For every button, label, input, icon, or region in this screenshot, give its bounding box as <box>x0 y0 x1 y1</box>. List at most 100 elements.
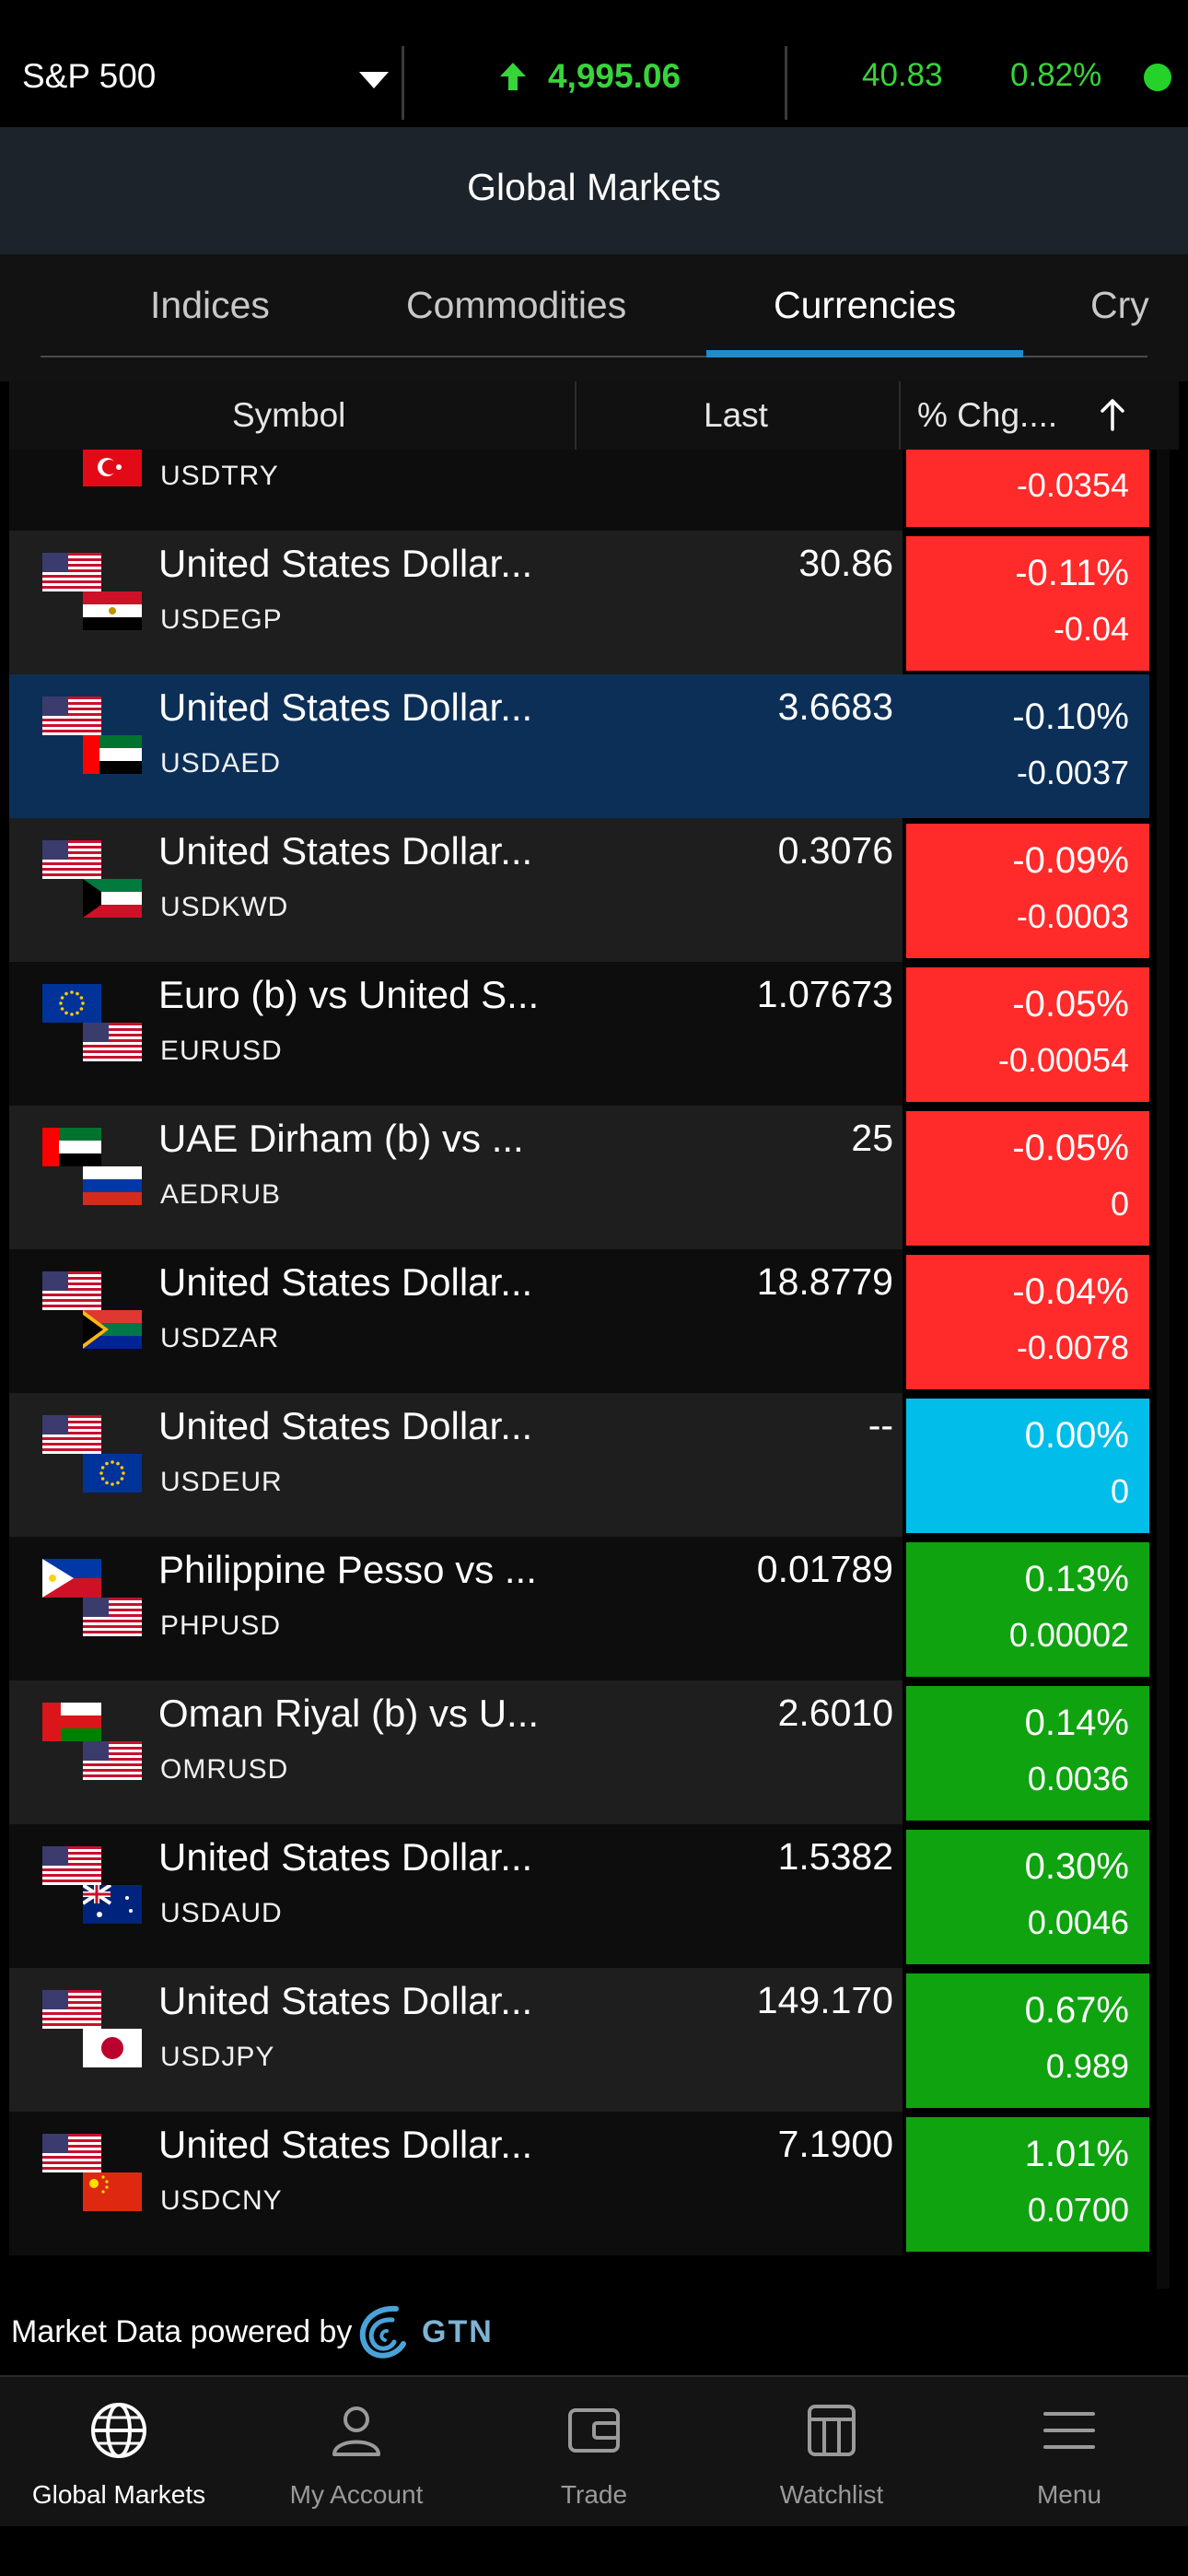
pair-name: United States Dollar... <box>158 1260 533 1304</box>
percent-change: 0.14% <box>1024 1703 1129 1743</box>
last-price: 30.86 <box>798 542 893 584</box>
pair-name: Oman Riyal (b) vs U... <box>158 1692 540 1735</box>
market-status-dot <box>1144 64 1171 91</box>
tab-crypto[interactable]: Cry <box>1090 284 1149 326</box>
pair-name: Euro (b) vs United S... <box>158 973 540 1016</box>
last-price: 18.8779 <box>756 1260 893 1303</box>
ae-flag-icon <box>42 1128 101 1166</box>
row-background <box>9 1393 903 1537</box>
nav-watchlist[interactable]: Watchlist <box>713 2377 950 2528</box>
table-row[interactable]: Philippine Pesso vs ... PHPUSD 0.01789 0.13… <box>9 1537 1149 1680</box>
pair-name: Philippine Pesso vs ... <box>158 1548 537 1591</box>
wallet-icon <box>568 2408 620 2453</box>
percent-change: -0.12% <box>1012 450 1129 451</box>
percent-change: 0.30% <box>1024 1846 1129 1887</box>
tabs-baseline <box>41 356 1147 357</box>
absolute-change: 0.0046 <box>1027 1903 1129 1941</box>
column-symbol[interactable]: Symbol <box>232 396 346 434</box>
percent-change: -0.05% <box>1012 1128 1129 1168</box>
tab-commodities[interactable]: Commodities <box>406 284 627 326</box>
us-flag-icon <box>42 1846 101 1885</box>
ae-flag-icon <box>83 735 142 774</box>
change-cell <box>906 1973 1149 2108</box>
pair-name: United States Dollar... <box>158 1404 533 1447</box>
table-row[interactable]: UAE Dirham (b) vs ... AEDRUB 25 -0.05% 0 <box>9 1106 1149 1249</box>
last-price: 1.07673 <box>756 973 893 1015</box>
percent-change: 0.67% <box>1024 1990 1129 2031</box>
us-flag-icon <box>83 1023 142 1061</box>
table-row[interactable]: United States Dollar... USDZAR 18.8779 -0.0… <box>9 1249 1149 1393</box>
bottom-navigation: Global Markets My Account Trade Watchlis… <box>0 2375 1188 2528</box>
row-background <box>9 1249 903 1393</box>
change-cell <box>906 2117 1149 2252</box>
pair-name: United States Dollar... <box>158 2123 533 2166</box>
tab-indices[interactable]: Indices <box>150 284 270 326</box>
last-price: 25 <box>851 1117 893 1159</box>
percent-change: -0.09% <box>1012 840 1129 881</box>
percent-change: -0.04% <box>1012 1271 1129 1312</box>
absolute-change: 0.989 <box>1045 2047 1129 2085</box>
row-background <box>9 1824 903 1968</box>
last-price: 0.3076 <box>777 829 893 872</box>
pair-symbol: USDEUR <box>160 1467 283 1497</box>
last-price: 3.6683 <box>777 685 893 728</box>
nav-global-markets[interactable]: Global Markets <box>0 2377 238 2528</box>
watchlist-icon <box>808 2405 856 2456</box>
nav-label: Global Markets <box>31 2480 206 2509</box>
nav-trade[interactable]: Trade <box>475 2377 713 2528</box>
absolute-change: 0 <box>1110 1185 1129 1223</box>
list-scrollbar[interactable] <box>1157 450 1170 2292</box>
column-chg[interactable]: % Chg.... <box>917 396 1058 434</box>
index-ticker[interactable]: S&P 500 4,995.06 40.83 0.82% <box>0 0 1188 127</box>
pair-name: United States Dollar... <box>158 1835 533 1879</box>
row-background <box>9 1537 903 1680</box>
system-gesture-area <box>0 2526 1188 2576</box>
ticker-divider <box>402 46 404 120</box>
table-row[interactable]: United States Dollar... USDEUR -- 0.00% 0 <box>9 1393 1149 1537</box>
us-flag-icon <box>42 1415 101 1454</box>
pair-name: United States Dollar... <box>158 829 533 872</box>
table-row[interactable]: Oman Riyal (b) vs U... OMRUSD 2.6010 0.14% 0… <box>9 1680 1149 1824</box>
change-cell <box>906 1255 1149 1389</box>
kw-flag-icon <box>83 879 142 918</box>
index-dropdown-icon[interactable] <box>359 72 389 88</box>
ph-flag-icon <box>42 1559 101 1598</box>
us-flag-icon <box>42 553 101 591</box>
pair-name: United States Dollar... <box>158 1979 533 2022</box>
table-row[interactable]: United States Dollar... USDEGP 30.86 -0.11%… <box>9 531 1149 674</box>
table-row[interactable]: United States Dollar...USDTRY-0.12%-0.03… <box>9 450 1149 531</box>
table-row[interactable]: United States Dollar... USDAED 3.6683 -0.10… <box>9 674 1149 818</box>
eu-flag-icon <box>83 1454 142 1493</box>
index-name: S&P 500 <box>22 57 157 95</box>
row-background <box>9 531 903 674</box>
table-row[interactable]: United States Dollar... USDJPY 149.170 0.67… <box>9 1968 1149 2112</box>
pair-symbol: USDAED <box>160 748 282 779</box>
au-flag-icon <box>83 1885 142 1924</box>
change-cell <box>906 1399 1149 1533</box>
jp-flag-icon <box>83 2029 142 2067</box>
gtn-logo-icon <box>359 2305 406 2359</box>
tab-currencies[interactable]: Currencies <box>774 284 957 326</box>
table-row[interactable]: Euro (b) vs United S... EURUSD 1.07673 -0.0… <box>9 962 1149 1106</box>
us-flag-icon <box>42 697 101 735</box>
percent-change: -0.10% <box>1012 697 1129 737</box>
row-background <box>9 1680 903 1824</box>
table-row[interactable]: United States Dollar... USDKWD 0.3076 -0.09… <box>9 818 1149 962</box>
nav-menu[interactable]: Menu <box>950 2377 1188 2528</box>
pair-symbol: USDAUD <box>160 1898 283 1928</box>
table-row[interactable]: United States Dollar... USDCNY 7.1900 1.01%… <box>9 2112 1149 2255</box>
index-value: 4,995.06 <box>548 57 681 95</box>
table-row[interactable]: United States Dollar... USDAUD 1.5382 0.30%… <box>9 1824 1149 1968</box>
currency-list[interactable]: United States Dollar... USDTRY -0.12% -0.03… <box>9 450 1179 2292</box>
nav-label: Watchlist <box>779 2480 884 2509</box>
pair-symbol: PHPUSD <box>160 1610 282 1641</box>
last-price: -- <box>868 1404 893 1446</box>
nav-my-account[interactable]: My Account <box>238 2377 475 2528</box>
percent-change: 1.01% <box>1024 2134 1129 2174</box>
sort-ascending-icon[interactable] <box>1100 398 1125 431</box>
us-flag-icon <box>42 840 101 879</box>
column-last[interactable]: Last <box>704 396 768 434</box>
pair-symbol: USDTRY <box>160 461 279 491</box>
user-icon <box>332 2406 380 2456</box>
hamburger-icon <box>1043 2412 1095 2449</box>
